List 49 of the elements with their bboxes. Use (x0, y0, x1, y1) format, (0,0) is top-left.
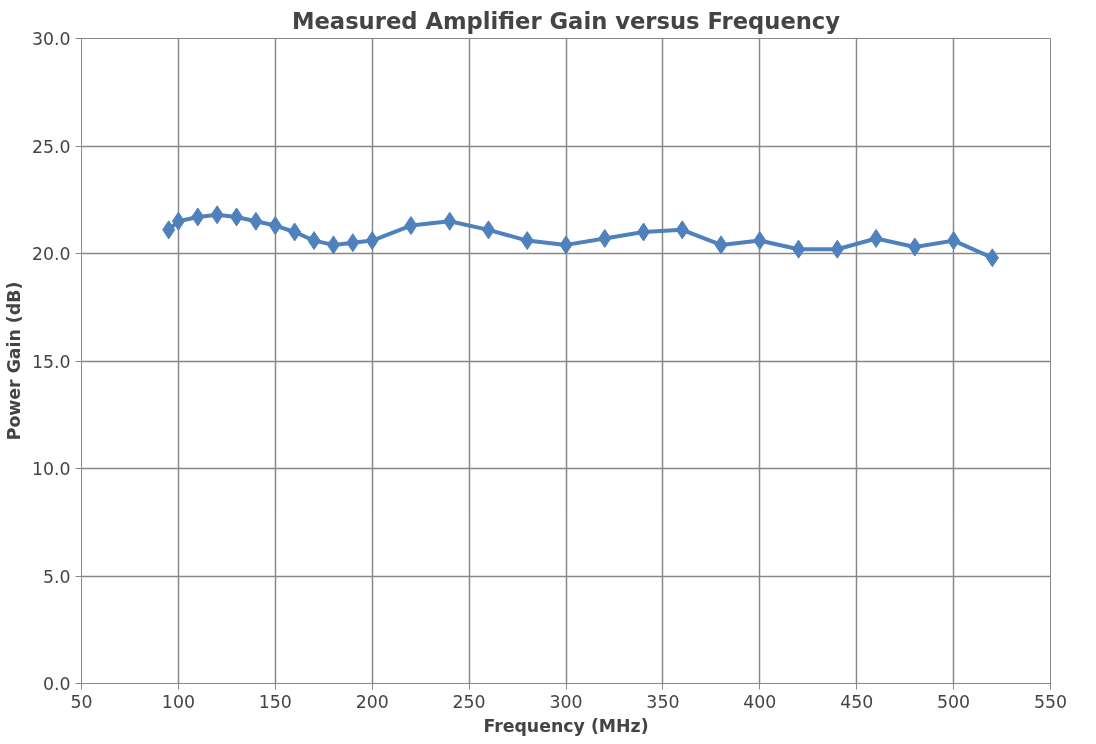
point (249, 211, 263, 231)
point (230, 207, 244, 227)
x-tick-label: 50 (70, 691, 93, 712)
x-tick-label: 450 (840, 691, 874, 712)
point (365, 231, 379, 251)
point (288, 222, 302, 242)
x-tick-label: 200 (355, 691, 389, 712)
point (346, 233, 360, 253)
point (210, 205, 224, 225)
point (675, 220, 689, 240)
y-tick-label: 5.0 (42, 566, 71, 587)
point (162, 220, 176, 240)
x-tick-label: 100 (161, 691, 195, 712)
point (268, 216, 282, 236)
x-tick-label: 150 (258, 691, 292, 712)
x-tick-label: 250 (452, 691, 486, 712)
x-tick-label: 550 (1033, 691, 1068, 712)
point (520, 231, 534, 251)
point (830, 239, 844, 259)
point (753, 231, 767, 251)
point (637, 222, 651, 242)
point (191, 207, 205, 227)
point (908, 237, 922, 257)
point (443, 211, 457, 231)
point (559, 235, 573, 255)
y-tick-label: 15.0 (31, 351, 71, 372)
point (947, 231, 961, 251)
x-tick-label: 500 (937, 691, 971, 712)
point (714, 235, 728, 255)
x-axis-title: Frequency (MHz) (483, 715, 649, 736)
y-tick-label: 25.0 (31, 136, 71, 157)
y-tick-label: 20.0 (31, 244, 71, 264)
x-tick-label: 350 (646, 691, 680, 712)
point (792, 239, 806, 259)
y-axis-title: Power Gain (dB) (3, 281, 24, 441)
point (869, 228, 883, 248)
point (404, 216, 418, 236)
chart-title: Measured Amplifier Gain versus Frequency (291, 7, 841, 34)
y-tick-label: 10.0 (31, 459, 71, 479)
x-tick-label: 400 (743, 691, 777, 712)
x-tick-label: 300 (549, 691, 583, 712)
y-tick-label: 0.0 (42, 674, 71, 694)
point (598, 228, 612, 248)
point (481, 220, 495, 240)
point (171, 211, 185, 231)
point (326, 235, 340, 255)
y-tick-label: 30.0 (31, 29, 71, 49)
point (307, 231, 321, 251)
point (985, 248, 999, 268)
